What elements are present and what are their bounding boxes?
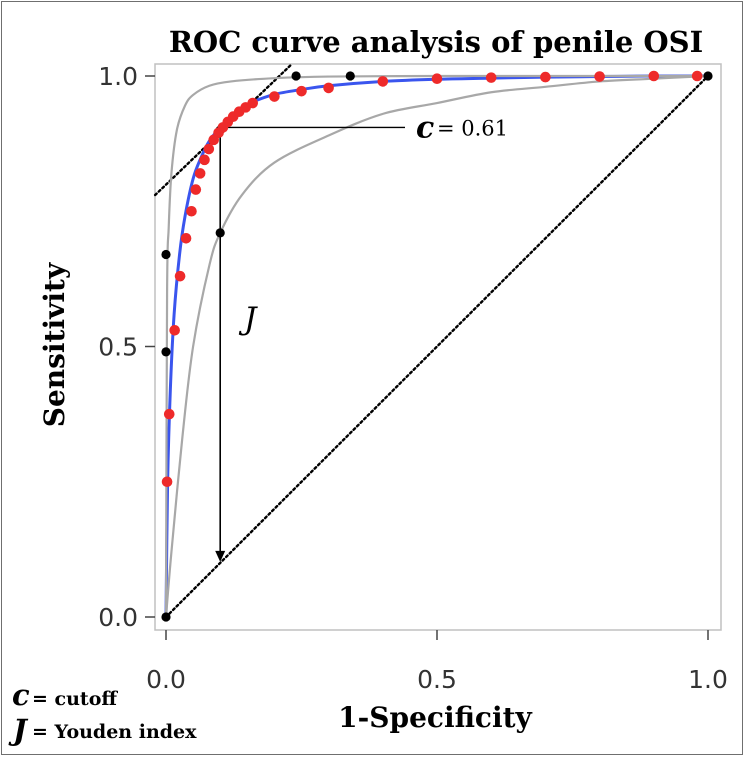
legend: c = cutoff J = Youden index xyxy=(8,678,197,747)
x-axis-label: 1-Specificity xyxy=(338,701,532,734)
empirical-point xyxy=(291,71,301,81)
cutoff-point xyxy=(269,91,280,102)
x-tick-label: 1.0 xyxy=(688,665,728,694)
cutoff-point xyxy=(190,184,202,195)
chart-title: ROC curve analysis of penile OSI xyxy=(169,25,703,59)
annotations: c = 0.61 J xyxy=(215,110,508,562)
cutoff-point xyxy=(161,476,173,488)
empirical-point xyxy=(161,612,171,622)
cutoff-point xyxy=(540,71,551,83)
cutoff-point xyxy=(194,168,206,179)
empirical-point xyxy=(345,71,355,81)
y-tick-label: 0.5 xyxy=(98,333,138,362)
cutoff-point xyxy=(485,72,497,83)
cutoff-point xyxy=(203,143,215,155)
legend-c-symbol: c xyxy=(12,678,30,712)
youden-index-label: J xyxy=(238,301,258,337)
cutoff-point xyxy=(691,70,703,82)
cutoff-symbol: c xyxy=(416,110,434,145)
data-points xyxy=(161,70,713,622)
x-tick-label: 0.0 xyxy=(146,665,186,694)
cutoff-point xyxy=(594,71,605,82)
legend-j-text: = Youden index xyxy=(32,721,197,743)
chance-diagonal-line xyxy=(164,74,710,619)
cutoff-point xyxy=(180,233,192,244)
empirical-point xyxy=(161,249,171,260)
cutoff-point xyxy=(163,408,175,420)
legend-c-text: = cutoff xyxy=(32,688,118,710)
cutoff-point xyxy=(377,76,389,87)
cutoff-point xyxy=(199,154,210,166)
cutoff-point xyxy=(174,270,186,282)
reference-lines xyxy=(153,63,710,619)
cutoff-point xyxy=(431,73,443,85)
legend-j-symbol: J xyxy=(8,713,29,747)
youden-arrowhead xyxy=(215,550,226,562)
y-tick-label: 0.0 xyxy=(98,603,138,632)
y-tick-label: 1.0 xyxy=(98,62,138,91)
cutoff-point xyxy=(186,205,197,217)
axis-ticks: 0.0 0.5 1.0 0.0 0.5 1.0 xyxy=(98,62,728,694)
cutoff-point xyxy=(648,70,660,82)
cutoff-point xyxy=(296,85,307,97)
empirical-point xyxy=(161,347,171,357)
cutoff-value: = 0.61 xyxy=(437,116,508,140)
lower-confidence-band-line xyxy=(164,74,709,618)
plot-area xyxy=(154,63,722,631)
y-axis-label: Sensitivity xyxy=(38,262,71,427)
x-tick-label: 0.5 xyxy=(417,665,457,694)
empirical-point xyxy=(703,71,713,81)
cutoff-point xyxy=(169,324,180,336)
cutoff-point xyxy=(323,82,334,94)
empirical-point xyxy=(215,228,225,238)
cutoff-point xyxy=(247,97,259,109)
